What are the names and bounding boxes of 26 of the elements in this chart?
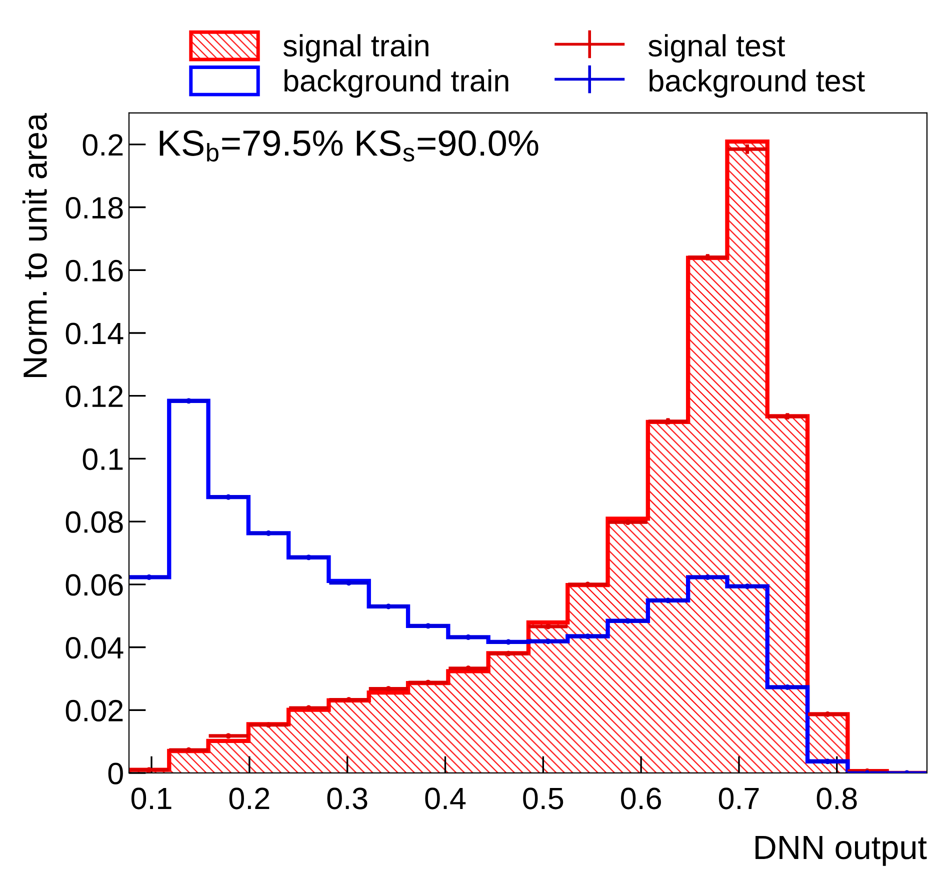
legend-label: background test [650, 69, 865, 98]
y-tick-label: 0.08 [66, 511, 123, 533]
x-tick-label: 0.8 [816, 788, 857, 810]
x-axis-title: DNN output [756, 836, 927, 866]
y-tick-label: 0.06 [66, 574, 123, 596]
x-tick-label: 0.5 [523, 788, 564, 810]
y-tick-label: 0.02 [66, 700, 123, 722]
y-tick-label: 0 [108, 762, 123, 784]
y-tick-label: 0.16 [66, 260, 123, 282]
legend-label: background train [284, 69, 508, 98]
x-tick-label: 0.4 [425, 788, 466, 810]
annotation: KS$_{b}$=79.5% KS$_{s}$=90.0% [160, 130, 538, 162]
y-tick-label: 0.12 [66, 386, 123, 408]
y-tick-label: 0.18 [66, 197, 123, 219]
x-tick-label: 0.3 [327, 788, 368, 810]
x-tick-label: 0.2 [229, 788, 270, 810]
legend-label: signal test [648, 34, 786, 63]
legend-label: signal train [283, 34, 428, 63]
y-tick-label: 0.04 [66, 637, 124, 659]
x-tick-label: 0.6 [621, 788, 661, 810]
y-tick-label: 0.14 [66, 322, 124, 344]
y-axis-title: Norm. to unit area [22, 112, 47, 378]
y-tick-label: 0.1 [82, 448, 123, 470]
x-tick-label: 0.7 [718, 788, 759, 810]
x-tick-label: 0.1 [131, 788, 172, 810]
y-tick-label: 0.2 [82, 134, 123, 156]
